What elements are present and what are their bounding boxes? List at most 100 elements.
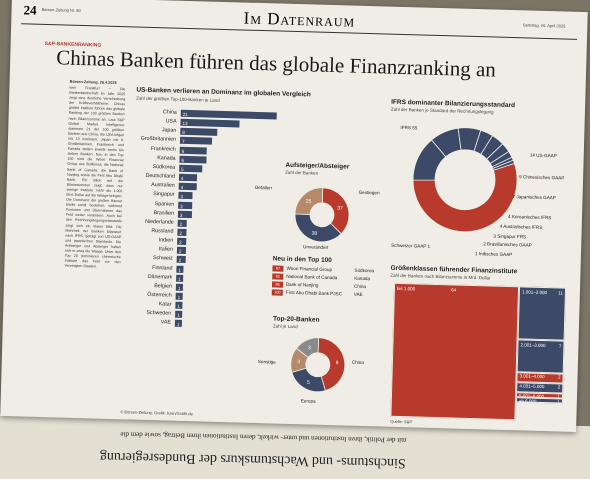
bar: 21 <box>180 109 277 120</box>
bar-value-label: 7 <box>181 139 185 145</box>
bar-value-label: 1 <box>178 276 181 282</box>
bar-category-label: Italien <box>158 246 174 253</box>
ifrs-legend-label: Brasilianisches GAAP <box>487 241 532 248</box>
bar-value-label: 13 <box>182 120 188 127</box>
ifrs-donut-chart <box>412 127 518 233</box>
label-china: China <box>351 359 364 366</box>
bar: 4 <box>178 182 198 191</box>
bar-category-label: Großbritannien <box>140 136 177 144</box>
bar: 5 <box>179 164 203 173</box>
bar-category-label: Singapur <box>153 191 175 198</box>
ifrs-legend-label: Chinesisches GAAP <box>522 174 565 181</box>
bar-value-label: 2 <box>178 258 182 264</box>
bar-value-label: 5 <box>181 166 184 172</box>
rank-badge: 95 <box>271 281 284 288</box>
bar-value-label: 6 <box>181 157 185 163</box>
ifrs-legend-item: 9 Chinesisches GAAP <box>519 174 564 180</box>
graphic-credit: © Börsen-Zeitung, Grafik: bzen/Grafik.de <box>120 409 193 417</box>
bank-country: Südkorea <box>354 267 375 274</box>
treemap-cell-label: bis 1.000 <box>396 285 416 292</box>
size-class-treemap: bis 1.000 64 1.001–2.000 11 2.001–3.000 7 3.00… <box>390 282 567 422</box>
aufsteiger-donut-chart: 37 38 25 <box>294 187 350 243</box>
bar: 2 <box>177 237 187 246</box>
label-gefallen: Gefallen <box>254 184 272 191</box>
bar-value-label: 1 <box>176 322 180 328</box>
treemap-cell: bis 1.000 64 <box>390 282 520 421</box>
bar-chart-subtitle: Zahl der größten Top-100-Banken je Land <box>136 95 220 103</box>
bar: 1 <box>175 301 183 310</box>
bar: 1 <box>175 292 183 300</box>
bar-category-label: Australien <box>151 182 175 189</box>
ifrs-legend-value: 1 <box>474 251 479 257</box>
bar-category-label: Indien <box>158 237 174 244</box>
facing-page-headline: Sinchstums- und Wachstumskurs der Bundes… <box>99 448 406 471</box>
bar-category-label: VAE <box>160 319 171 327</box>
treemap-cell-value: 11 <box>558 290 563 296</box>
ifrs-legend-item: 2 Brasilianisches GAAP <box>483 241 532 247</box>
donut-slice <box>317 337 346 392</box>
donut-value-label: 25 <box>306 199 312 205</box>
bar-value-label: 4 <box>180 185 184 191</box>
ifrs-legend-label: US-GAAP <box>536 152 557 159</box>
bar: 2 <box>177 228 187 236</box>
ifrs-legend-label: Schweizer GAAP <box>391 242 427 249</box>
bar-value-label: 3 <box>179 212 183 218</box>
bar-category-label: Südkorea <box>152 163 176 171</box>
label-unveraendert: Unverändert <box>303 244 329 250</box>
bar-category-label: Kanada <box>157 154 176 162</box>
newspaper-page: 24 Börsen-Zeitung Nr. 80 Im Datenraum Sa… <box>0 0 588 432</box>
ifrs-legend-item: 14 US-GAAP <box>530 153 557 159</box>
bank-country: China <box>353 283 367 290</box>
donut-slice <box>321 187 350 235</box>
treemap-cell-value: 1 <box>557 399 560 405</box>
bar: 13 <box>180 118 241 128</box>
bar: 1 <box>174 320 182 328</box>
bank-country: VAE <box>353 291 363 297</box>
bar-value-label: 2 <box>179 239 182 245</box>
article-headline: Chinas Banken führen das globale Finanzr… <box>55 45 497 82</box>
treemap-cell-label: 2.001–3.000 <box>520 342 546 348</box>
donut-value-label: 3 <box>297 359 300 365</box>
bar: 4 <box>178 173 198 182</box>
bar-value-label: 1 <box>177 303 180 309</box>
treemap-cell: 1.001–2.000 11 <box>517 286 567 341</box>
treemap-cell: ab 6.000 1 <box>515 397 563 405</box>
bar: 2 <box>177 219 187 227</box>
donut-slice <box>294 213 342 243</box>
top20-donut-chart: 9 5 3 3 <box>290 337 346 393</box>
bar: 3 <box>178 201 193 209</box>
ifrs-legend-item: 1 Indisches GAAP <box>475 251 512 257</box>
donut-value-label: 38 <box>311 231 317 237</box>
bar-category-label: Finnland <box>152 264 173 272</box>
bar: 2 <box>176 256 186 264</box>
bar: 6 <box>179 155 207 164</box>
bar-value-label: 8 <box>182 130 185 136</box>
treemap-cell-label: 1.001–2.000 <box>521 289 548 296</box>
bar-value-label: 21 <box>182 111 188 117</box>
bar: 6 <box>179 146 208 155</box>
bar-category-label: Dänemark <box>147 273 173 281</box>
donut-slice <box>492 159 515 171</box>
treemap-cell-value: 64 <box>451 287 457 293</box>
section-title: Im Datenraum <box>243 8 356 31</box>
bar: 8 <box>180 128 217 137</box>
bar-value-label: 2 <box>178 249 182 255</box>
donut-slice <box>412 162 518 233</box>
bar-value-label: 2 <box>179 221 183 227</box>
bank-name: Bank of Nanjing <box>285 281 319 288</box>
bar-category-label: Schweiz <box>152 255 173 263</box>
ifrs-legend-item: Schweizer GAAP 1 <box>391 243 430 249</box>
bar-value-label: 1 <box>178 267 181 273</box>
bar-value-label: 2 <box>179 230 183 236</box>
treemap-cell-label: ab 6.000 <box>518 398 537 404</box>
neu-table-row: 100 First Abu Dhabi Bank PJSC VAE <box>271 289 363 298</box>
bar-value-label: 6 <box>181 148 185 154</box>
top20-title: Top-20-Banken <box>272 315 320 324</box>
neu-top100-table: 87 Woori Financial Group Südkorea 92 Nationa… <box>271 265 383 302</box>
rank-badge: 87 <box>272 265 284 272</box>
donut-value-label: 9 <box>336 360 339 366</box>
label-sonstige: Sonstige <box>257 359 276 365</box>
neu-top100-title: Neu in den Top 100 <box>272 255 332 265</box>
bar: 2 <box>176 246 187 255</box>
bar: 1 <box>175 311 183 319</box>
